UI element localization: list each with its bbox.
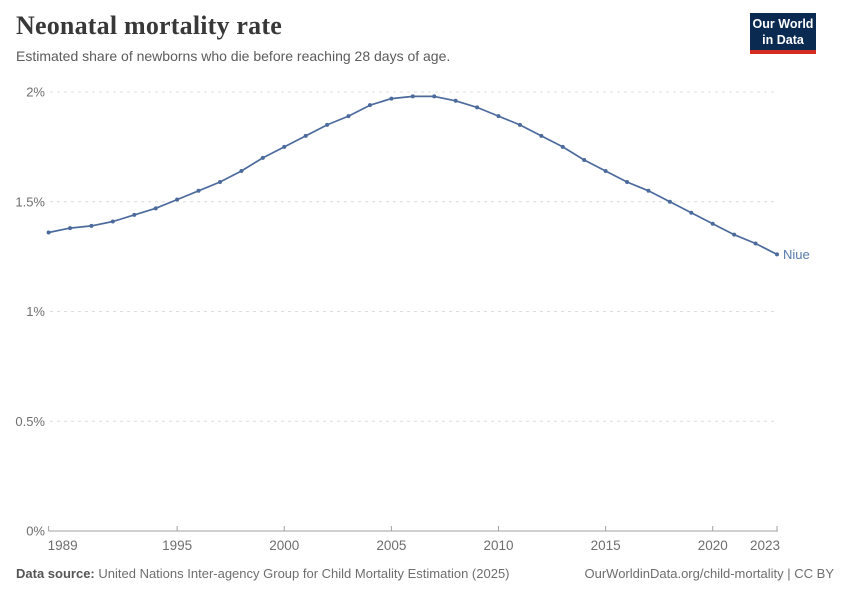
data-point[interactable]	[89, 223, 94, 228]
data-point[interactable]	[453, 98, 458, 103]
series-end-label[interactable]: Niue	[783, 247, 810, 262]
x-tick-label: 2000	[269, 538, 299, 553]
data-point[interactable]	[367, 103, 372, 108]
data-point[interactable]	[753, 241, 758, 246]
y-tick-label: 1%	[26, 304, 45, 319]
y-tick-label: 2%	[26, 85, 45, 100]
x-tick-label: 2015	[591, 538, 621, 553]
data-point[interactable]	[646, 188, 651, 193]
data-point[interactable]	[153, 206, 158, 211]
data-point[interactable]	[132, 212, 137, 217]
chart-footer: Data source: United Nations Inter-agency…	[16, 566, 834, 581]
data-point[interactable]	[496, 114, 501, 119]
data-point[interactable]	[110, 219, 115, 224]
data-point[interactable]	[775, 252, 779, 257]
data-point[interactable]	[603, 169, 608, 174]
data-point[interactable]	[560, 144, 565, 149]
data-point[interactable]	[732, 232, 737, 237]
y-tick-label: 1.5%	[15, 194, 45, 209]
data-point[interactable]	[389, 96, 394, 101]
x-tick-label: 1989	[48, 538, 78, 553]
data-point[interactable]	[68, 226, 73, 231]
x-tick-label: 2005	[376, 538, 406, 553]
data-point[interactable]	[667, 199, 672, 204]
trend-line[interactable]	[48, 95, 778, 256]
owid-logo[interactable]: Our World in Data	[750, 13, 816, 54]
data-point[interactable]	[475, 105, 480, 110]
data-point[interactable]	[410, 94, 415, 99]
chart-header: Neonatal mortality rate Estimated share …	[16, 10, 834, 64]
data-point[interactable]	[689, 210, 694, 215]
data-source-text: United Nations Inter-agency Group for Ch…	[98, 566, 510, 581]
y-tick-label: 0.5%	[15, 414, 45, 429]
owid-logo-line1: Our World	[752, 17, 814, 31]
data-source: Data source: United Nations Inter-agency…	[16, 566, 510, 581]
data-point[interactable]	[517, 122, 522, 127]
chart-subtitle: Estimated share of newborns who die befo…	[16, 48, 451, 64]
data-point[interactable]	[282, 144, 287, 149]
x-tick-label: 2023	[750, 538, 780, 553]
data-point[interactable]	[303, 133, 308, 138]
data-point[interactable]	[625, 179, 630, 184]
x-tick-label: 1995	[162, 538, 192, 553]
data-point[interactable]	[432, 94, 437, 99]
data-point[interactable]	[239, 169, 244, 174]
data-source-label: Data source:	[16, 566, 95, 581]
owid-logo-line2: in Data	[762, 33, 804, 47]
data-point[interactable]	[346, 114, 351, 119]
data-point[interactable]	[710, 221, 715, 226]
x-tick-label: 2020	[698, 538, 728, 553]
x-tick-label: 2010	[483, 538, 513, 553]
y-tick-label: 0%	[26, 524, 45, 539]
data-point[interactable]	[175, 197, 180, 202]
data-point[interactable]	[196, 188, 201, 193]
data-point[interactable]	[46, 230, 51, 235]
credit-link[interactable]: OurWorldinData.org/child-mortality | CC …	[584, 566, 835, 581]
data-point[interactable]	[539, 133, 544, 138]
data-point[interactable]	[582, 158, 587, 163]
page-title: Neonatal mortality rate	[16, 11, 282, 40]
data-point[interactable]	[325, 122, 330, 127]
data-point[interactable]	[217, 179, 222, 184]
data-point[interactable]	[260, 155, 265, 160]
